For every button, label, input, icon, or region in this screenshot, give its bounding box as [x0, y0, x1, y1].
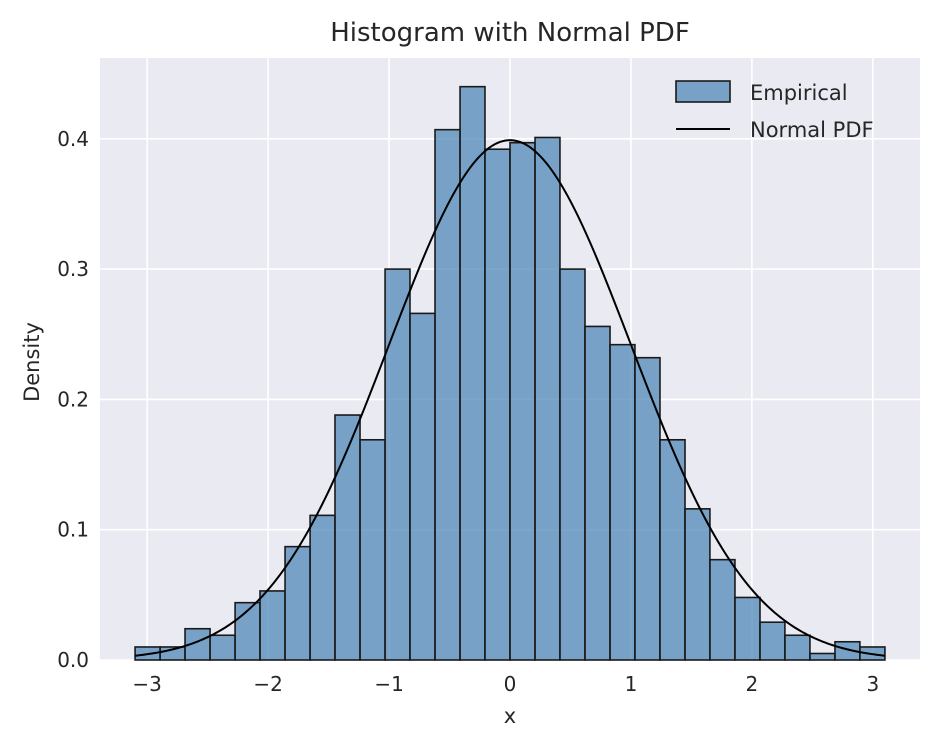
- histogram-bar: [684, 508, 711, 661]
- histogram-bar: [284, 545, 311, 661]
- x-axis-label: x: [504, 704, 516, 728]
- histogram-bar: [584, 325, 611, 661]
- normal-pdf-curve: [134, 139, 886, 657]
- histogram-bar: [484, 148, 511, 661]
- normal-pdf-curve-group: [134, 139, 886, 657]
- histogram-bar: [359, 438, 386, 661]
- histogram-bar: [434, 128, 461, 661]
- histogram-bar: [534, 136, 561, 661]
- x-tick-label: 2: [746, 672, 759, 696]
- histogram-bar: [809, 652, 836, 661]
- histogram-bar: [509, 141, 536, 661]
- x-tick-label: 0: [504, 672, 517, 696]
- histogram-bar: [409, 312, 436, 661]
- histogram-bar: [209, 634, 236, 661]
- legend-label-normal-pdf: Normal PDF: [750, 118, 874, 142]
- histogram-bars: [134, 85, 886, 661]
- histogram-bar: [734, 596, 761, 661]
- histogram-bar: [759, 621, 786, 661]
- histogram-bar: [459, 85, 486, 661]
- legend-label-empirical: Empirical: [750, 81, 848, 105]
- histogram-bar: [384, 268, 411, 661]
- histogram-bar: [784, 634, 811, 661]
- x-tick-label: 3: [866, 672, 879, 696]
- x-tick-label: 1: [625, 672, 638, 696]
- y-tick-label: 0.2: [57, 387, 89, 411]
- legend-swatch-empirical: [675, 80, 731, 103]
- histogram-bar: [309, 514, 336, 661]
- legend: Empirical Normal PDF: [675, 80, 874, 142]
- x-axis-ticks: −3 −2 −1 0 1 2 3: [132, 672, 879, 696]
- histogram-bar: [259, 590, 286, 661]
- histogram-bar: [634, 356, 661, 661]
- histogram-bar: [609, 343, 636, 661]
- histogram-bar: [659, 438, 686, 661]
- histogram-bar: [334, 414, 361, 661]
- y-tick-label: 0.3: [57, 257, 89, 281]
- histogram-bar: [559, 268, 586, 661]
- x-tick-label: −3: [132, 672, 161, 696]
- y-tick-label: 0.0: [57, 648, 89, 672]
- x-tick-label: −2: [253, 672, 282, 696]
- y-axis-label: Density: [20, 322, 44, 402]
- histogram-bar: [709, 558, 736, 661]
- y-tick-label: 0.1: [57, 518, 89, 542]
- y-tick-label: 0.4: [57, 127, 89, 151]
- y-axis-ticks: 0.0 0.1 0.2 0.3 0.4: [57, 127, 89, 672]
- x-tick-label: −1: [374, 672, 403, 696]
- histogram-bar: [234, 601, 261, 661]
- chart-title: Histogram with Normal PDF: [330, 18, 690, 48]
